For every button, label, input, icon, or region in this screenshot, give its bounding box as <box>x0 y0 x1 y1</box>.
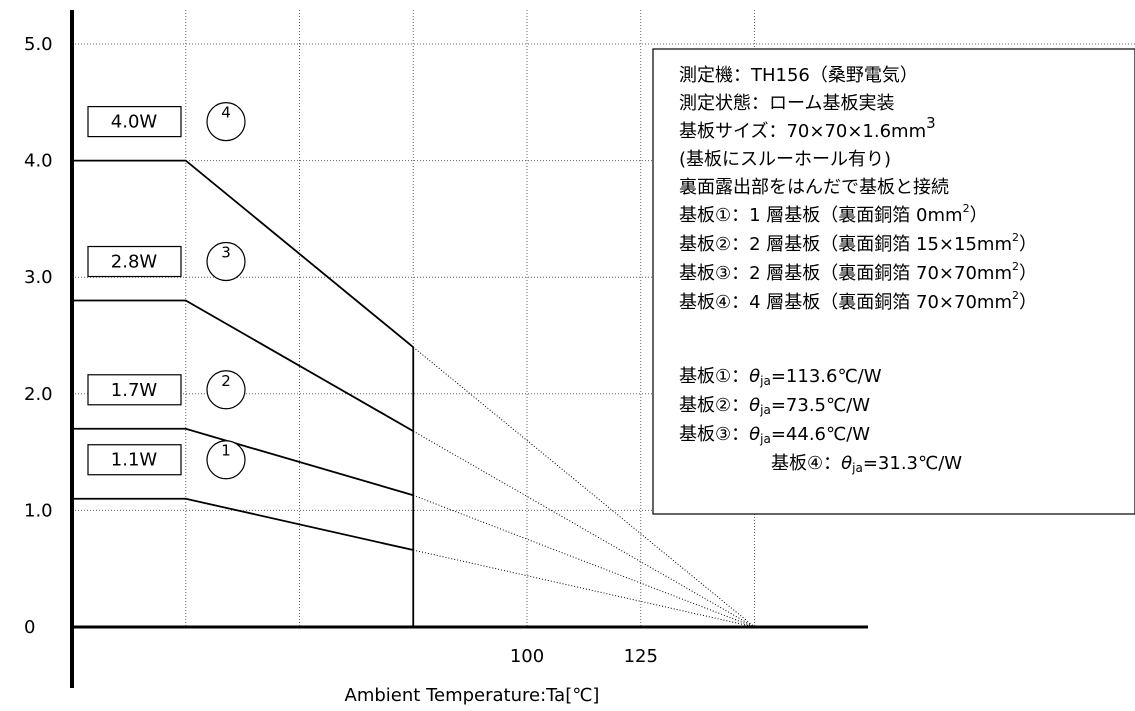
series-label-box <box>87 444 182 476</box>
series-line-1 <box>72 497 414 551</box>
note-line-3: 基板サイズ：70×70×1.6mm3 <box>679 114 936 142</box>
y-tick-label: 2.0 <box>24 384 53 405</box>
theta-line-3: 基板③：θja=44.6℃/W <box>679 424 870 446</box>
note-line-7: 基板②：2 層基板（裏面銅箔 15×15mm2） <box>679 231 1037 255</box>
series-label-box <box>87 374 182 406</box>
theta-line-2: 基板②：θja=73.5℃/W <box>679 395 870 417</box>
x-tick-labels: 100 125 <box>510 646 658 667</box>
series-label-1: 1.1W 1 <box>87 440 246 480</box>
note-line-4: (基板にスルーホール有り) <box>679 149 891 170</box>
y-tick-label: 0 <box>24 617 35 638</box>
series-line-4 <box>72 159 414 348</box>
series-line-2 <box>72 427 414 497</box>
series-number-circle <box>206 440 246 480</box>
note-line-6: 基板①：1 層基板（裏面銅箔 0mm2） <box>679 202 988 226</box>
note-line-8: 基板③：2 層基板（裏面銅箔 70×70mm2） <box>679 260 1037 284</box>
note-line-2: 測定状態：ローム基板実装 <box>679 93 894 114</box>
note-line-1: 測定機：TH156（桑野電気） <box>679 65 918 86</box>
series-number: 2 <box>221 372 231 390</box>
series-label-box <box>87 245 182 278</box>
series-extrapolation-1 <box>413 549 755 628</box>
series-label-3: 2.8W 3 <box>87 241 246 282</box>
conditions-note: 測定機：TH156（桑野電気） 測定状態：ローム基板実装 基板サイズ：70×70… <box>652 48 1135 515</box>
series-labels: 1.1W 1 1.7W 2 2.8W 3 4.0W 4 <box>87 101 246 480</box>
series-label-text: 1.7W <box>111 380 158 401</box>
series-number: 3 <box>221 244 231 262</box>
series-label-4: 4.0W 4 <box>87 101 246 142</box>
series-label-2: 1.7W 2 <box>87 370 246 410</box>
y-tick-label: 1.0 <box>24 500 53 521</box>
theta-line-4: 基板④：θja=31.3℃/W <box>771 453 962 475</box>
series-number-circle <box>206 101 246 142</box>
series-number-circle <box>206 370 246 410</box>
series-lines <box>72 159 414 551</box>
series-extrapolation-3 <box>413 430 755 628</box>
series-number: 1 <box>221 442 231 460</box>
series-extrapolation-2 <box>413 494 755 628</box>
theta-line-1: 基板①：θja=113.6℃/W <box>679 366 882 388</box>
series-label-text: 4.0W <box>111 112 158 133</box>
extrapolation-lines <box>412 346 755 628</box>
y-tick-label: 5.0 <box>24 34 53 55</box>
x-axis-label: Ambient Temperature:Ta[℃] <box>345 685 600 706</box>
x-tick-label: 100 <box>510 646 544 667</box>
series-label-text: 2.8W <box>111 252 158 273</box>
series-line-3 <box>72 299 414 432</box>
series-label-box <box>87 105 182 138</box>
note-line-5: 裏面露出部をはんだで基板と接続 <box>679 177 949 198</box>
y-tick-label: 3.0 <box>24 267 53 288</box>
y-tick-label: 4.0 <box>24 151 53 172</box>
axes <box>70 10 868 688</box>
series-number-circle <box>206 241 246 282</box>
series-number: 4 <box>221 104 231 122</box>
series-label-text: 1.1W <box>111 450 158 471</box>
y-tick-labels: 0 1.0 2.0 3.0 4.0 5.0 <box>24 34 53 638</box>
note-line-9: 基板④：4 層基板（裏面銅箔 70×70mm2） <box>679 289 1037 313</box>
x-tick-label: 125 <box>624 646 658 667</box>
grid <box>72 10 1135 627</box>
conditions-note-box <box>652 48 1135 515</box>
